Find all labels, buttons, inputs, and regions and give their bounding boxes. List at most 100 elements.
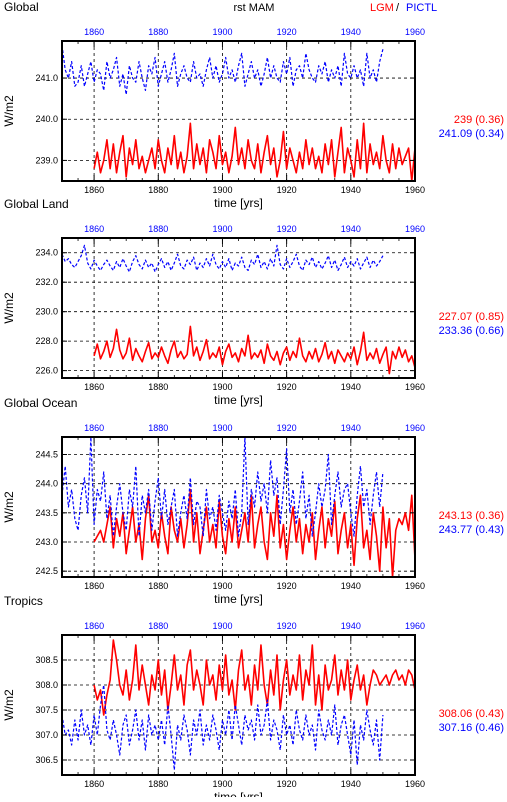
y-tick-label: 234.0 bbox=[35, 248, 58, 258]
y-tick-label: 242.5 bbox=[35, 566, 58, 576]
top-x-tick-label: 1900 bbox=[212, 224, 232, 234]
y-tick-label: 230.0 bbox=[35, 307, 58, 317]
x-tick-label: 1920 bbox=[277, 382, 297, 392]
x-tick-label: 1880 bbox=[148, 581, 168, 591]
series-line-pictl bbox=[61, 45, 384, 96]
y-tick-label: 307.0 bbox=[35, 730, 58, 740]
legend-lgm: LGM bbox=[370, 2, 394, 14]
series-line-pictl bbox=[61, 436, 384, 537]
series-line-lgm bbox=[93, 488, 416, 578]
panel-0: Global 239.0 240.0 241.0 1860 1880 1900 1920 194… bbox=[2, 0, 504, 210]
panel-title: Tropics bbox=[4, 594, 43, 608]
y-tick-label: 306.5 bbox=[35, 755, 58, 765]
x-axis-label: time [yrs] bbox=[214, 393, 263, 407]
top-x-tick-label: 1940 bbox=[341, 423, 361, 433]
x-tick-label: 1940 bbox=[341, 382, 361, 392]
series-stat-label-lgm: 227.07 (0.85) bbox=[439, 311, 504, 323]
series-line-pictl bbox=[61, 244, 384, 273]
top-x-tick-label: 1880 bbox=[148, 224, 168, 234]
x-tick-label: 1940 bbox=[341, 581, 361, 591]
series-stat-label-pictl: 241.09 (0.34) bbox=[439, 128, 504, 140]
top-x-tick-label: 1860 bbox=[84, 224, 104, 234]
x-tick-label: 1880 bbox=[148, 382, 168, 392]
x-tick-label: 1920 bbox=[277, 185, 297, 195]
panel-title: Global Ocean bbox=[4, 396, 77, 410]
y-tick-label: 240.0 bbox=[35, 114, 58, 124]
top-x-tick-label: 1860 bbox=[84, 423, 104, 433]
y-axis-label: W/m2 bbox=[2, 95, 16, 127]
y-tick-label: 243.5 bbox=[35, 508, 58, 518]
x-tick-label: 1880 bbox=[148, 779, 168, 789]
x-tick-label: 1920 bbox=[277, 779, 297, 789]
series-line-lgm bbox=[93, 122, 416, 182]
top-x-tick-label: 1960 bbox=[405, 621, 425, 631]
top-x-tick-label: 1860 bbox=[84, 621, 104, 631]
y-tick-label: 228.0 bbox=[35, 336, 58, 346]
x-tick-label: 1860 bbox=[84, 382, 104, 392]
panel-title: Global Land bbox=[4, 197, 69, 211]
x-tick-label: 1940 bbox=[341, 779, 361, 789]
top-x-tick-label: 1900 bbox=[212, 423, 232, 433]
y-axis-label: W/m2 bbox=[2, 689, 16, 721]
top-x-tick-label: 1880 bbox=[148, 621, 168, 631]
x-tick-label: 1860 bbox=[84, 581, 104, 591]
series-stat-label-pictl: 243.77 (0.43) bbox=[439, 524, 504, 536]
x-tick-label: 1900 bbox=[212, 581, 232, 591]
top-x-tick-label: 1880 bbox=[148, 27, 168, 37]
y-tick-label: 239.0 bbox=[35, 155, 58, 165]
x-tick-label: 1900 bbox=[212, 382, 232, 392]
plot-frame bbox=[61, 237, 416, 379]
series-stat-label-lgm: 243.13 (0.36) bbox=[439, 510, 504, 522]
top-x-tick-label: 1900 bbox=[212, 27, 232, 37]
top-x-tick-label: 1960 bbox=[405, 27, 425, 37]
x-tick-label: 1880 bbox=[148, 185, 168, 195]
top-x-tick-label: 1920 bbox=[277, 224, 297, 234]
series-stat-label-pictl: 233.36 (0.66) bbox=[439, 325, 504, 337]
y-tick-label: 308.5 bbox=[35, 655, 58, 665]
series-line-lgm bbox=[93, 639, 416, 716]
series-line-lgm bbox=[93, 325, 416, 375]
y-tick-label: 307.5 bbox=[35, 705, 58, 715]
top-x-tick-label: 1900 bbox=[212, 621, 232, 631]
series-stat-label-lgm: 308.06 (0.43) bbox=[439, 708, 504, 720]
x-tick-label: 1900 bbox=[212, 779, 232, 789]
x-tick-label: 1960 bbox=[405, 581, 425, 591]
x-tick-label: 1920 bbox=[277, 581, 297, 591]
panel-1: Global Land 226.0 228.0 230.0 232.0 234.0 1860… bbox=[2, 197, 504, 407]
x-tick-label: 1860 bbox=[84, 185, 104, 195]
panel-3: Tropics 306.5 307.0 307.5 308.0 308.5 1860 1880… bbox=[2, 594, 504, 802]
legend-pictl: PICTL bbox=[406, 2, 437, 14]
y-axis-label: W/m2 bbox=[2, 292, 16, 324]
x-axis-label: time [yrs] bbox=[214, 592, 263, 606]
x-axis-label: time [yrs] bbox=[214, 790, 263, 797]
x-tick-label: 1960 bbox=[405, 382, 425, 392]
y-tick-label: 232.0 bbox=[35, 277, 58, 287]
x-tick-label: 1960 bbox=[405, 779, 425, 789]
top-x-tick-label: 1880 bbox=[148, 423, 168, 433]
x-tick-label: 1940 bbox=[341, 185, 361, 195]
panel-title: Global bbox=[4, 0, 39, 14]
y-tick-label: 241.0 bbox=[35, 73, 58, 83]
y-tick-label: 244.5 bbox=[35, 450, 58, 460]
panel-2: Global Ocean 242.5 243.0 243.5 244.0 244.5 186… bbox=[2, 396, 504, 606]
x-tick-label: 1860 bbox=[84, 779, 104, 789]
x-tick-label: 1960 bbox=[405, 185, 425, 195]
variable-title: rst MAM bbox=[234, 2, 275, 14]
x-axis-label: time [yrs] bbox=[214, 196, 263, 210]
y-tick-label: 244.0 bbox=[35, 479, 58, 489]
legend-separator: / bbox=[396, 2, 400, 14]
y-axis-label: W/m2 bbox=[2, 491, 16, 523]
top-x-tick-label: 1960 bbox=[405, 224, 425, 234]
series-stat-label-lgm: 239 (0.36) bbox=[454, 114, 504, 126]
y-tick-label: 308.0 bbox=[35, 680, 58, 690]
top-x-tick-label: 1940 bbox=[341, 621, 361, 631]
plot-frame bbox=[61, 634, 416, 776]
series-line-pictl bbox=[61, 684, 384, 771]
y-tick-label: 226.0 bbox=[35, 366, 58, 376]
y-tick-label: 243.0 bbox=[35, 537, 58, 547]
plot-frame bbox=[61, 436, 416, 578]
top-x-tick-label: 1940 bbox=[341, 224, 361, 234]
top-x-tick-label: 1960 bbox=[405, 423, 425, 433]
